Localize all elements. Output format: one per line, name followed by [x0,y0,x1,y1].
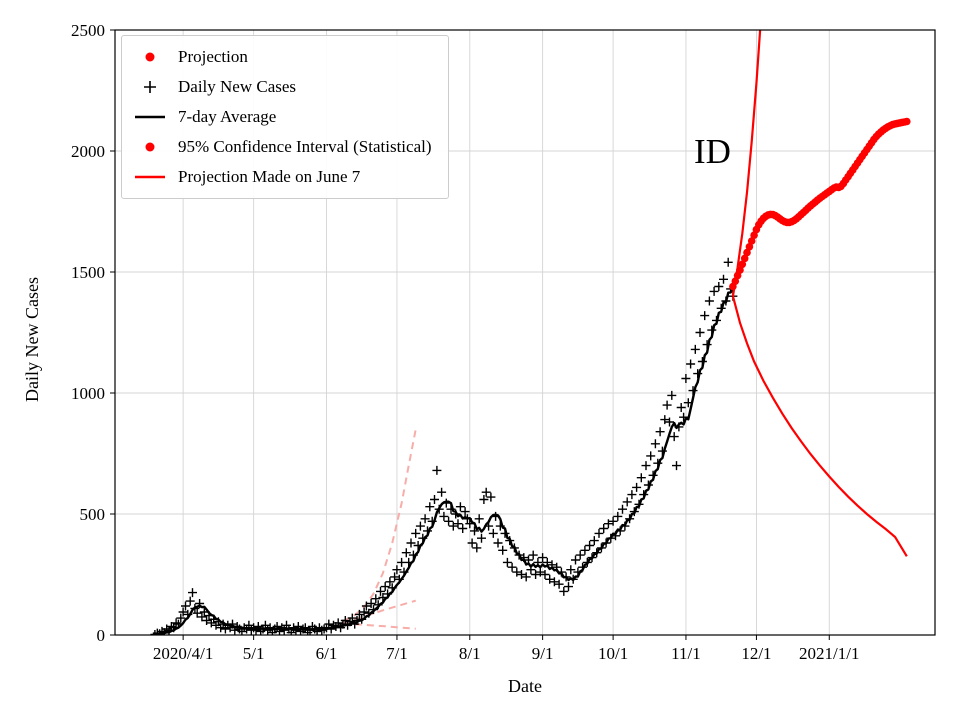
x-tick-labels: 2020/4/1 5/1 6/1 7/1 8/1 9/1 10/1 11/1 12/1 2021/… [153,644,860,663]
svg-text:6/1: 6/1 [316,644,338,663]
state-annotation: ID [694,132,731,171]
legend-marker-dot-icon [130,139,170,155]
svg-text:9/1: 9/1 [532,644,554,663]
svg-text:1000: 1000 [71,384,105,403]
svg-text:2021/1/1: 2021/1/1 [799,644,859,663]
legend-marker-plus-icon [130,79,170,95]
projection-dots [729,117,911,291]
svg-text:2000: 2000 [71,142,105,161]
svg-text:2500: 2500 [71,21,105,40]
legend-item: 95% Confidence Interval (Statistical) [130,132,432,162]
legend-item-label: Daily New Cases [178,77,297,96]
x-axis-label: Date [508,676,542,696]
svg-text:8/1: 8/1 [459,644,481,663]
legend: Projection Daily New Cases 7-day Average 95… [121,35,449,199]
daily-cases-scatter [150,257,738,635]
legend-item-label: 7-day Average [178,107,277,126]
legend-item: Projection [130,42,432,72]
legend-item-label: Projection Made on June 7 [178,167,361,186]
svg-text:11/1: 11/1 [671,644,701,663]
svg-text:2020/4/1: 2020/4/1 [153,644,213,663]
y-tick-labels: 0 500 1000 1500 2000 2500 [71,21,105,645]
svg-text:10/1: 10/1 [598,644,628,663]
legend-item: Daily New Cases [130,72,432,102]
tick-marks [110,29,830,640]
june7-projection-lines [342,429,417,630]
svg-text:500: 500 [80,505,106,524]
confidence-interval-lines [731,30,908,557]
svg-text:5/1: 5/1 [243,644,265,663]
svg-text:7/1: 7/1 [386,644,408,663]
legend-marker-line-icon [130,109,170,125]
svg-text:0: 0 [97,626,106,645]
svg-text:1500: 1500 [71,263,105,282]
svg-text:12/1: 12/1 [741,644,771,663]
legend-item-label: Projection [178,47,248,66]
legend-item: 7-day Average [130,102,432,132]
legend-marker-dot-icon [130,49,170,65]
legend-marker-line-icon [130,169,170,185]
axes [110,29,936,640]
legend-item-label: 95% Confidence Interval (Statistical) [178,137,432,156]
y-axis-label: Daily New Cases [22,277,42,402]
legend-item: Projection Made on June 7 [130,162,432,192]
